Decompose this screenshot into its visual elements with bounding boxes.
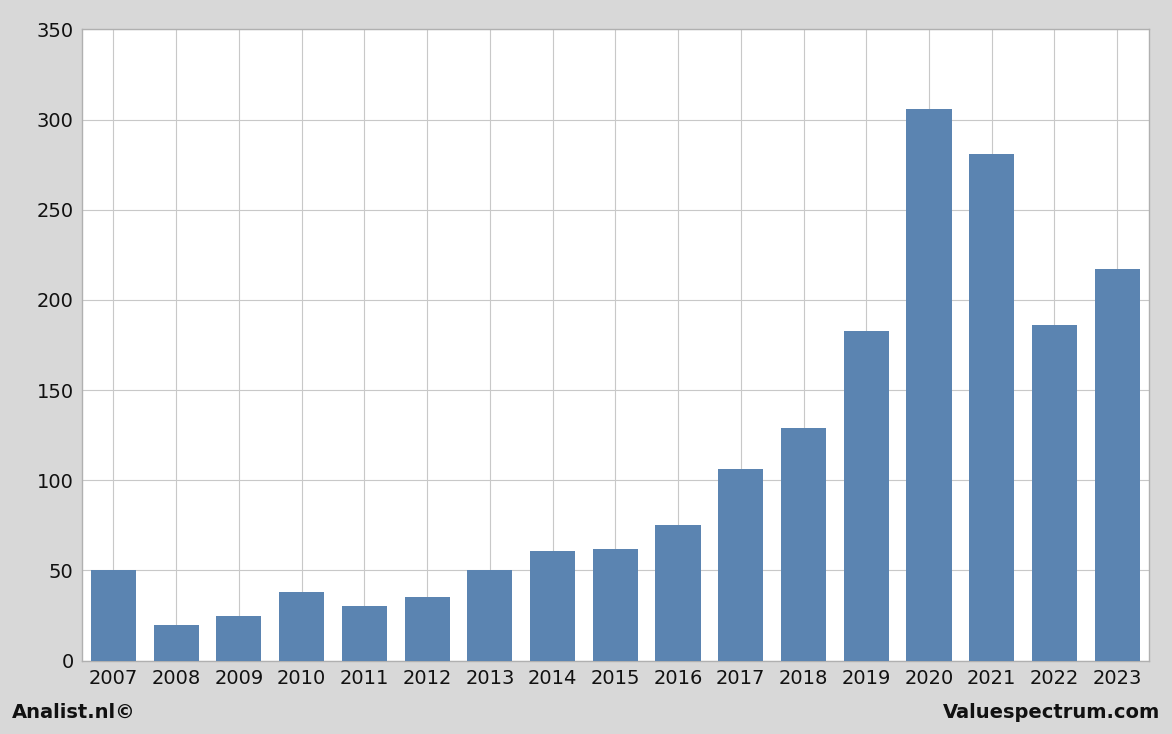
- Bar: [906, 109, 952, 661]
- Bar: [1095, 269, 1140, 661]
- Bar: [530, 550, 575, 661]
- Bar: [655, 526, 701, 661]
- Bar: [154, 625, 199, 661]
- Bar: [593, 549, 638, 661]
- Text: Analist.nl©: Analist.nl©: [12, 703, 136, 722]
- Bar: [718, 470, 763, 661]
- Bar: [217, 616, 261, 661]
- Bar: [781, 428, 826, 661]
- Bar: [969, 154, 1014, 661]
- Bar: [342, 606, 387, 661]
- Bar: [844, 330, 888, 661]
- Bar: [468, 570, 512, 661]
- Bar: [279, 592, 325, 661]
- Bar: [1031, 325, 1077, 661]
- Text: Valuespectrum.com: Valuespectrum.com: [943, 703, 1160, 722]
- Bar: [90, 570, 136, 661]
- Bar: [404, 597, 450, 661]
